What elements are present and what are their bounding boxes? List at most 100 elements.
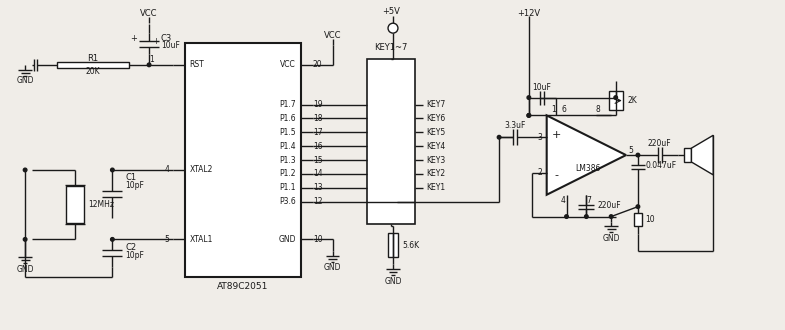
Text: 10uF: 10uF	[532, 83, 551, 92]
Text: +12V: +12V	[517, 9, 540, 18]
Text: P1.6: P1.6	[279, 114, 296, 123]
Text: VCC: VCC	[141, 9, 158, 18]
Text: 5.6K: 5.6K	[402, 241, 419, 250]
Text: KEY3: KEY3	[427, 155, 446, 165]
Text: GND: GND	[602, 234, 620, 243]
Circle shape	[527, 114, 531, 117]
Circle shape	[636, 205, 640, 209]
Text: KEY5: KEY5	[427, 128, 446, 137]
Text: GND: GND	[16, 76, 34, 85]
Text: KEY6: KEY6	[427, 114, 446, 123]
Text: VCC: VCC	[323, 31, 341, 40]
Text: KEY1: KEY1	[427, 183, 446, 192]
Text: 20K: 20K	[86, 67, 100, 76]
Text: 15: 15	[313, 155, 323, 165]
Text: 4: 4	[561, 196, 566, 205]
Text: GND: GND	[279, 235, 296, 244]
Text: GND: GND	[16, 265, 34, 274]
Text: 6: 6	[561, 105, 566, 114]
Text: 17: 17	[313, 128, 323, 137]
Circle shape	[585, 215, 588, 218]
Text: 7: 7	[586, 196, 591, 205]
Text: 220uF: 220uF	[648, 139, 671, 148]
Bar	[184, 43, 301, 277]
Text: 16: 16	[313, 142, 323, 151]
Circle shape	[24, 168, 27, 172]
Text: +: +	[552, 130, 561, 140]
Text: 13: 13	[313, 183, 323, 192]
Text: GND: GND	[384, 277, 402, 285]
Text: GND: GND	[323, 263, 341, 272]
Bar	[367, 59, 414, 224]
Text: 2K: 2K	[627, 96, 637, 105]
Text: 5: 5	[165, 235, 170, 244]
Text: 5: 5	[629, 146, 633, 155]
Text: LM386: LM386	[575, 164, 601, 174]
Circle shape	[527, 114, 531, 117]
Text: 220uF: 220uF	[597, 201, 621, 210]
Text: KEY1~7: KEY1~7	[374, 43, 407, 51]
Text: P3.6: P3.6	[279, 197, 296, 206]
Text: P1.7: P1.7	[279, 100, 296, 109]
Text: +: +	[152, 37, 159, 46]
Text: 0.047uF: 0.047uF	[646, 161, 677, 171]
Circle shape	[388, 23, 398, 33]
Text: 3: 3	[538, 133, 542, 142]
Circle shape	[614, 96, 618, 99]
Text: C3: C3	[161, 34, 172, 43]
Circle shape	[564, 215, 568, 218]
Circle shape	[111, 168, 114, 172]
Text: KEY2: KEY2	[427, 169, 446, 179]
Text: RST: RST	[190, 60, 204, 69]
Text: 4: 4	[165, 165, 170, 175]
Circle shape	[111, 238, 114, 241]
Text: VCC: VCC	[280, 60, 296, 69]
Bar	[608, 91, 623, 111]
Circle shape	[498, 135, 501, 139]
Text: 8: 8	[596, 105, 601, 114]
Text: -: -	[555, 170, 559, 180]
Text: 1: 1	[150, 55, 155, 64]
Bar	[66, 186, 84, 223]
Circle shape	[24, 238, 27, 241]
Text: 3.3uF: 3.3uF	[504, 121, 526, 130]
Bar	[684, 148, 692, 162]
Text: 2: 2	[538, 168, 542, 178]
Text: +5V: +5V	[382, 7, 400, 16]
Bar	[388, 233, 399, 257]
Circle shape	[609, 215, 613, 218]
Text: 10uF: 10uF	[161, 41, 180, 49]
Text: 1: 1	[551, 105, 556, 114]
Text: 18: 18	[313, 114, 323, 123]
Polygon shape	[692, 135, 714, 175]
Circle shape	[148, 63, 151, 67]
Text: KEY7: KEY7	[427, 100, 446, 109]
Text: R1: R1	[87, 54, 99, 63]
Text: P1.2: P1.2	[279, 169, 296, 179]
Circle shape	[527, 96, 531, 99]
Text: +: +	[130, 34, 137, 43]
Polygon shape	[546, 115, 626, 195]
Text: 12: 12	[313, 197, 323, 206]
Text: P1.4: P1.4	[279, 142, 296, 151]
Text: 10: 10	[644, 215, 655, 224]
Text: XTAL1: XTAL1	[190, 235, 213, 244]
Bar	[57, 62, 129, 68]
Text: C1: C1	[126, 173, 137, 182]
Text: 10pF: 10pF	[126, 251, 144, 260]
Text: 10: 10	[313, 235, 323, 244]
Text: AT89C2051: AT89C2051	[217, 282, 268, 291]
Text: P1.5: P1.5	[279, 128, 296, 137]
Text: 14: 14	[313, 169, 323, 179]
Circle shape	[636, 153, 640, 157]
Text: 20: 20	[313, 60, 323, 69]
Text: P1.1: P1.1	[279, 183, 296, 192]
Text: KEY4: KEY4	[427, 142, 446, 151]
Text: C2: C2	[126, 243, 137, 252]
Text: 10pF: 10pF	[126, 181, 144, 190]
Bar	[634, 213, 642, 226]
Text: 12MHz: 12MHz	[89, 200, 115, 209]
Text: P1.3: P1.3	[279, 155, 296, 165]
Text: 19: 19	[313, 100, 323, 109]
Text: XTAL2: XTAL2	[190, 165, 213, 175]
